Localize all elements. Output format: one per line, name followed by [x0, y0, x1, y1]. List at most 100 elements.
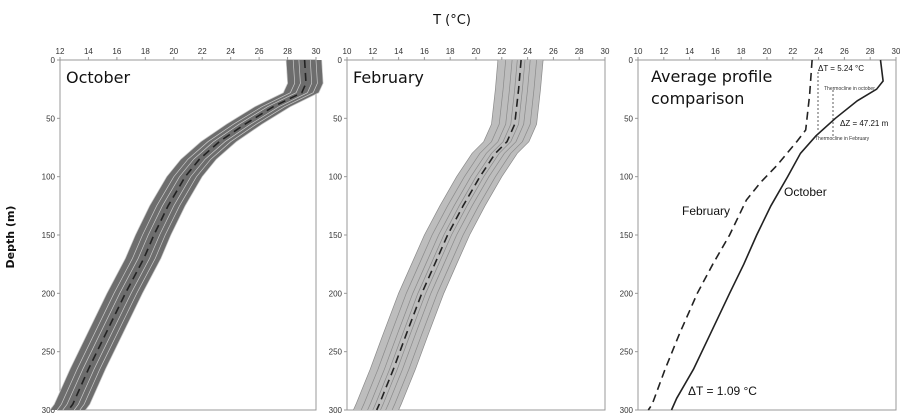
- x-tick-label: 14: [685, 47, 694, 56]
- profile-sample-line: [49, 59, 288, 411]
- x-tick-label: 30: [892, 47, 900, 56]
- profile-sample-line: [391, 59, 537, 411]
- series-line-february: [647, 59, 813, 411]
- panel-average-comparison: Average profile comparison 10 12 14 16 18 20 2…: [620, 47, 900, 413]
- profile-sample-line: [73, 59, 313, 411]
- y-tick-label: 300: [620, 406, 634, 413]
- x-tick-label: 10: [634, 47, 643, 56]
- delta-z-annotation: ΔZ = 47.21 m: [840, 119, 889, 128]
- thermocline-february-annotation: Thermocline in February: [815, 136, 870, 142]
- x-tick-label: 20: [169, 47, 178, 56]
- x-tick-label: 24: [523, 47, 532, 56]
- x-tick-label: 16: [420, 47, 429, 56]
- x-tick-label: 22: [788, 47, 797, 56]
- x-tick-label: 30: [312, 47, 321, 56]
- y-tick-label: 150: [620, 231, 634, 240]
- y-tick-label: 250: [620, 348, 634, 357]
- profile-band: [49, 59, 324, 411]
- x-tick-label: 28: [866, 47, 875, 56]
- y-tick-label: 100: [329, 173, 343, 182]
- profile-envelope: [353, 60, 544, 410]
- profile-lines: [647, 59, 884, 411]
- x-tick-labels: 12 14 16 18 20 22 24 26 28 30: [56, 47, 321, 60]
- y-tick-label: 150: [329, 231, 343, 240]
- profile-sample-line: [360, 59, 507, 411]
- y-tick-label: 100: [620, 173, 634, 182]
- panel-october: October 12 14 16 18 20 22 24 26 28 30 0 50 100 150 20…: [42, 47, 324, 413]
- profile-sample-line: [79, 59, 318, 411]
- panel-title-line-1: Average profile: [651, 67, 772, 86]
- y-tick-label: 250: [329, 348, 343, 357]
- x-tick-label: 22: [497, 47, 506, 56]
- y-tick-label: 50: [333, 114, 342, 123]
- x-tick-label: 10: [343, 47, 352, 56]
- x-tick-label: 26: [840, 47, 849, 56]
- x-tick-label: 20: [472, 47, 481, 56]
- x-tick-label: 14: [394, 47, 403, 56]
- series-line-october: [670, 59, 884, 411]
- x-tick-label: 12: [56, 47, 65, 56]
- x-tick-labels: 10 12 14 16 18 20 22 24 26 28 30: [634, 47, 900, 60]
- x-tick-label: 18: [141, 47, 150, 56]
- profile-sample-line: [380, 59, 526, 411]
- y-tick-label: 0: [338, 56, 343, 65]
- panel-title: October: [66, 68, 130, 87]
- y-tick-label: 150: [42, 231, 56, 240]
- y-tick-labels: 0 50 100 150 200 250 300: [329, 56, 347, 413]
- x-tick-label: 26: [549, 47, 558, 56]
- profile-lines: [375, 59, 522, 411]
- profile-sample-line: [372, 59, 518, 411]
- plot-frame: [637, 59, 897, 411]
- y-tick-label: 50: [624, 114, 633, 123]
- profile-band: [353, 59, 544, 411]
- profile-sample-line: [353, 59, 499, 411]
- profile-sample-line: [62, 59, 301, 411]
- profile-sample-line: [398, 59, 544, 411]
- y-tick-label: 200: [329, 289, 343, 298]
- y-tick-label: 200: [620, 289, 634, 298]
- october-series-label: October: [784, 185, 827, 199]
- y-tick-label: 100: [42, 173, 56, 182]
- panel-february: February 10 12 14 16 18 20 22 24 26 28 30 0 50 100 15…: [329, 47, 610, 413]
- thermocline-october-annotation: Thermocline in october: [824, 86, 875, 92]
- x-tick-label: 24: [226, 47, 235, 56]
- february-series-label: February: [682, 204, 730, 218]
- y-tick-label: 0: [51, 56, 56, 65]
- y-tick-label: 0: [629, 56, 634, 65]
- x-tick-label: 12: [659, 47, 668, 56]
- y-axis-label: Depth (m): [4, 206, 17, 269]
- mean-profile-line: [67, 59, 307, 411]
- x-tick-label: 18: [737, 47, 746, 56]
- profile-sample-line: [56, 59, 296, 411]
- x-tick-label: 16: [711, 47, 720, 56]
- mean-profile-line: [375, 59, 522, 411]
- profile-sample-line: [385, 59, 531, 411]
- x-tick-label: 22: [198, 47, 207, 56]
- delta-t-top-annotation: ΔT = 5.24 °C: [818, 64, 864, 73]
- y-tick-label: 50: [46, 114, 55, 123]
- top-axis-label: T (°C): [432, 13, 471, 28]
- x-tick-label: 12: [368, 47, 377, 56]
- x-tick-label: 14: [84, 47, 93, 56]
- x-tick-label: 28: [575, 47, 584, 56]
- x-tick-label: 28: [283, 47, 292, 56]
- x-tick-label: 26: [255, 47, 264, 56]
- y-tick-labels: 0 50 100 150 200 250 300: [42, 56, 60, 413]
- x-tick-labels: 10 12 14 16 18 20 22 24 26 28 30: [343, 47, 610, 60]
- delta-t-bottom-annotation: ΔT = 1.09 °C: [688, 384, 757, 398]
- profile-lines: [67, 59, 307, 411]
- profile-sample-line: [367, 59, 513, 411]
- x-tick-label: 20: [763, 47, 772, 56]
- y-tick-label: 300: [329, 406, 343, 413]
- profile-envelope: [50, 60, 324, 410]
- y-tick-label: 300: [42, 406, 56, 413]
- y-tick-label: 250: [42, 348, 56, 357]
- x-tick-label: 24: [814, 47, 823, 56]
- y-tick-labels: 0 50 100 150 200 250 300: [620, 56, 638, 413]
- profile-sample-line: [85, 59, 324, 411]
- x-tick-label: 30: [601, 47, 610, 56]
- x-tick-label: 18: [446, 47, 455, 56]
- panel-title: February: [353, 68, 424, 87]
- x-tick-label: 16: [112, 47, 121, 56]
